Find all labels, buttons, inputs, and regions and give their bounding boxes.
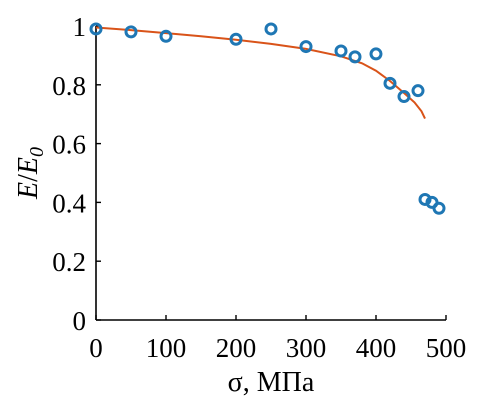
y-tick-label: 0.6 [52,130,86,160]
y-tick-label: 1 [73,12,87,42]
x-tick-label: 200 [216,333,257,363]
x-tick-label: 0 [89,333,103,363]
x-tick-label: 300 [286,333,327,363]
axes [95,26,446,321]
y-axis-title-subscript: 0 [26,147,48,157]
x-axis-title: σ, МПа [228,367,315,398]
data-point [89,22,103,36]
fit-layer [95,26,426,120]
fit-curve [95,26,426,120]
y-axis-title-slash: / [13,174,44,182]
x-tick-label: 100 [146,333,187,363]
y-tick-label: 0.8 [52,71,86,101]
y-axis-title-denominator: E [13,157,44,175]
data-point [418,192,432,206]
data-point [264,22,278,36]
data-point [124,25,138,39]
data-point [369,47,383,61]
y-tick-label: 0.4 [52,188,86,218]
x-tick-label: 400 [356,333,397,363]
tick-labels: 0 100 200 300 400 500 0 0.2 0.4 0.6 0.8 1 [52,12,466,363]
y-tick-label: 0 [73,306,87,336]
data-point [411,84,425,98]
x-tick-label: 500 [426,333,467,363]
data-point [397,90,411,104]
data-point [348,50,362,64]
data-point [334,44,348,58]
y-axis-title-main: E [13,182,44,200]
data-point [432,201,446,215]
data-point [159,29,173,43]
data-point [299,40,313,54]
data-point [383,76,397,90]
points-layer [89,22,446,215]
y-axis-title: E/E0 [13,147,48,200]
ticks [95,25,447,321]
y-tick-label: 0.2 [52,247,86,277]
data-point [229,32,243,46]
